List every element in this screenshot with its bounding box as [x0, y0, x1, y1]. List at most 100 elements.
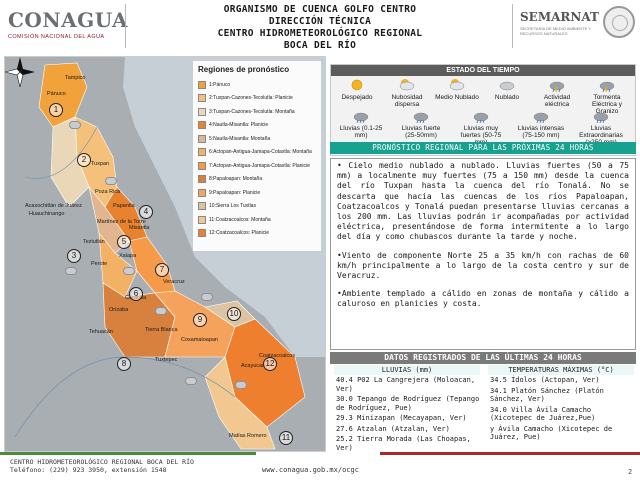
rain-cloud-icon: [155, 307, 167, 315]
extraordinary-rain-icon: [593, 112, 609, 123]
rain-cloud-icon: [65, 267, 77, 275]
data-row: 25.2 Tierra Morada (Las Choapas, Ver): [336, 435, 471, 452]
legend-label: 8:Papaloapan: Montaña: [209, 176, 263, 183]
region-number: 2: [77, 153, 91, 167]
legend-swatch: [198, 229, 206, 238]
place-label: Veracruz: [163, 279, 185, 285]
place-label: Acayucan: [241, 363, 266, 369]
footer-line-1: CENTRO HIDROMETEOROLÓGICO REGIONAL BOCA …: [10, 458, 194, 466]
data-row: y Ávila Camacho (Xicotepec de Juárez, Pu…: [490, 424, 613, 442]
forecast-regions-map: Regiones de pronóstico 1:Pánuco 2:Tuxpan-…: [4, 56, 326, 452]
data-row: 34.0 Villa Ávila Camacho (Xicotepec de J…: [490, 405, 596, 423]
place-label: Misantla: [129, 225, 150, 231]
legend-item: 2:Tuxpan-Cazones-Tecolutla: Planicie: [198, 92, 316, 106]
conagua-logo-sub: COMISIÓN NACIONAL DEL AGUA: [8, 34, 105, 40]
legend-label: 12:Coatzacoalcos: Planicie: [209, 230, 270, 237]
place-label: Orizaba: [109, 307, 129, 313]
footer-line-2: Teléfono: (229) 923 3950, extensión 1548: [10, 466, 167, 474]
region-number: 4: [139, 205, 153, 219]
weather-state-label: Medio Nublado: [435, 94, 479, 101]
legend-swatch: [198, 215, 206, 224]
header-title-line-2: DIRECCIÓN TÉCNICA: [268, 16, 372, 27]
region-number: 10: [227, 307, 241, 321]
weather-state-item: Despejado: [333, 78, 381, 101]
rain-cloud-icon: [185, 377, 197, 385]
region-number: 3: [67, 249, 81, 263]
place-label: Coatzacoalcos: [259, 353, 296, 359]
cloud-icon: [499, 81, 515, 91]
place-label: Cosamaloapan: [181, 337, 218, 343]
legend-item: 5:Nautla-Misantla: Montaña: [198, 132, 316, 146]
map-legend: Regiones de pronóstico 1:Pánuco 2:Tuxpan-…: [193, 61, 321, 251]
legend-label: 3:Tuxpan-Cazones-Tecolutla: Montaña: [209, 108, 295, 115]
data-row: 30.0 Tepango de Rodríguez (Tepango de Ro…: [336, 395, 480, 412]
rain-cloud-icon: [105, 177, 117, 185]
footer-red-rule: [380, 452, 640, 455]
legend-item: 1:Pánuco: [198, 78, 316, 92]
weather-state-label: Despejado: [341, 94, 373, 101]
weather-state-item: Nubosidad dispersa: [383, 78, 431, 108]
footer-green-rule: [0, 452, 256, 455]
legend-label: 10:Sierra Los Tuxtlas: [209, 203, 256, 210]
weather-state-item: Lluvias Extraordinarias (>250 mm): [577, 109, 625, 146]
place-label: Matías Romero: [229, 433, 267, 439]
weather-state-item: Lluvias fuerte (25-50mm): [397, 109, 445, 139]
rain-cloud-icon: [123, 267, 135, 275]
rain-icon: [413, 112, 429, 123]
forecast-paragraph-2: •Viento de componente Norte 25 a 35 km/h…: [337, 250, 629, 281]
weather-state-item: Lluvias intensas (75-150 mm): [517, 109, 565, 139]
rain-rows: 40.4 P02 La Cangrejera (Moloacan, Ver) 30…: [336, 376, 484, 454]
place-label: Perote: [91, 261, 108, 267]
place-label: Huauchinango: [29, 211, 65, 217]
rain-cloud-icon: [235, 381, 247, 389]
region-number: 9: [193, 313, 207, 327]
header-divider-right: [512, 4, 513, 48]
place-label: Tampico: [65, 75, 86, 81]
temp-rows: 34.5 Ídolos (Actopan, Ver) 34.1 Platón Sá…: [490, 376, 634, 444]
rain-cloud-icon: [69, 121, 81, 129]
place-label: Acaxochitlán de Juárez: [25, 203, 82, 209]
data-row: 34.5 Ídolos (Actopan, Ver): [490, 376, 600, 384]
footer-url-link[interactable]: www.conagua.gob.mx/ocgc: [262, 466, 359, 474]
region-number: 11: [279, 431, 293, 445]
region-number: 1: [49, 103, 63, 117]
legend-label: 5:Nautla-Misantla: Montaña: [209, 135, 271, 142]
legend-item: 7:Actopan-Antigua-Jamapa-Cotaxtla: Plani…: [198, 159, 316, 173]
weather-state-label: Nublado: [494, 94, 520, 101]
light-rain-icon: [353, 112, 369, 123]
place-label: Pánuco: [47, 91, 66, 97]
place-label: Papantla: [113, 203, 135, 209]
legend-swatch: [198, 94, 206, 103]
temp-column-header: TEMPERATURAS MÁXIMAS (°C): [488, 365, 634, 375]
place-label: Tuxpan: [91, 161, 110, 167]
page-header: CONAGUA COMISIÓN NACIONAL DEL AGUA ORGAN…: [0, 0, 640, 54]
storm-hail-icon: [599, 81, 615, 92]
legend-label: 6:Actopan-Antigua-Jamapa-Cotaxtla: Monta…: [209, 149, 312, 156]
rain-column-header: LLUVIAS (mm): [334, 365, 480, 375]
legend-swatch: [198, 121, 206, 130]
weather-state-item: Medio Nublado: [433, 78, 481, 101]
legend-item: 6:Actopan-Antigua-Jamapa-Cotaxtla: Monta…: [198, 146, 316, 160]
weather-state-label: Lluvias (0.1-25 mm): [339, 125, 383, 139]
header-title: ORGANISMO DE CUENCA GOLFO CENTRO DIRECCI…: [190, 4, 450, 52]
data-row: 27.6 Atzalan (Atzalan, Ver): [336, 424, 450, 433]
semarnat-logo-sub: SECRETARÍA DE MEDIO AMBIENTE Y RECURSOS …: [520, 26, 591, 36]
region-number: 6: [129, 287, 143, 301]
rain-cloud-icon: [201, 293, 213, 301]
legend-item: 8:Papaloapan: Montaña: [198, 173, 316, 187]
weather-state-item: Nublado: [483, 78, 531, 101]
forecast-paragraph-3: •Ambiente templado a cálido en zonas de …: [337, 289, 629, 309]
compass-rose-icon: [5, 57, 35, 87]
data-row: 34.1 Platón Sánchez (Platón Sánchez, Ver…: [490, 386, 604, 404]
weather-state-item: Lluvias (0.1-25 mm): [337, 109, 385, 139]
place-label: Tehuacán: [89, 329, 113, 335]
region-number: 7: [155, 263, 169, 277]
place-label: Teziutlán: [83, 239, 105, 245]
place-label: Martínez de la Torre: [97, 219, 146, 225]
weather-state-panel: ESTADO DEL TIEMPO Despejado Nubosidad dis…: [330, 64, 636, 156]
region-number: 8: [117, 357, 131, 371]
header-title-line-4: BOCA DEL RÍO: [283, 40, 357, 51]
weather-state-label: Lluvias fuerte (25-50mm): [401, 125, 441, 139]
header-title-line-3: CENTRO HIDROMETEOROLÓGICO REGIONAL: [217, 28, 423, 39]
legend-swatch: [198, 107, 206, 116]
